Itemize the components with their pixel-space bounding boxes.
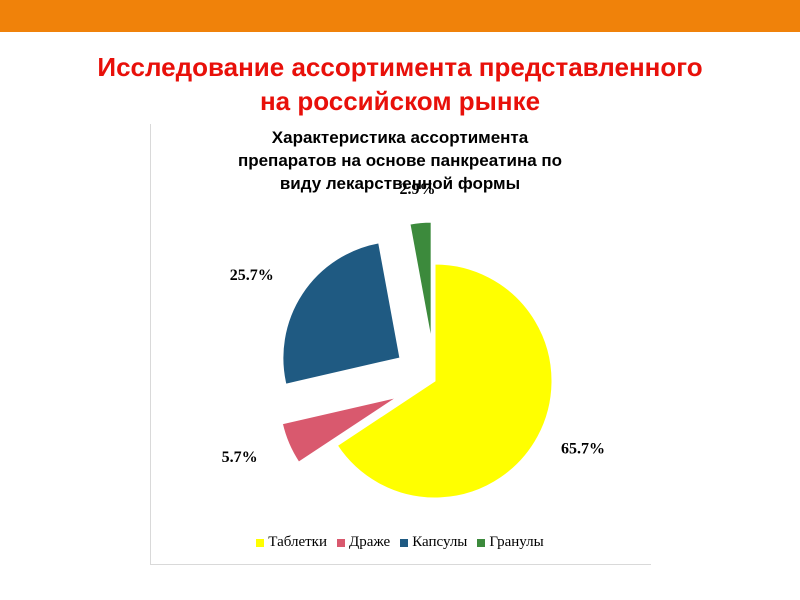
legend-item-capsules: Капсулы <box>400 534 467 551</box>
legend-swatch-dragee <box>337 538 345 547</box>
pie-slice-tablets <box>336 263 553 499</box>
chart-area <box>150 124 651 565</box>
data-label-capsules: 25.7% <box>230 267 274 284</box>
legend-item-dragee: Драже <box>337 534 390 551</box>
legend-swatch-tablets <box>256 538 265 547</box>
legend-label-capsules: Капсулы <box>412 534 468 550</box>
legend-label-tablets: Таблетки <box>268 534 327 550</box>
slide-title-line-2: на российском рынке <box>259 86 541 116</box>
data-label-dragee: 5.7% <box>222 449 258 466</box>
legend-label-granules: Гранулы <box>489 534 544 550</box>
data-label-granules: 2.9% <box>399 181 435 198</box>
pie-slice-granules <box>409 221 432 340</box>
chart-title: Характеристика ассортимента препаратов н… <box>150 126 650 195</box>
chart-title-line-3: виду лекарственной формы <box>279 174 521 193</box>
pie-slice-dragee <box>281 397 397 463</box>
slide-title: Исследование ассортимента представленног… <box>0 50 800 118</box>
legend-label-dragee: Драже <box>349 534 391 550</box>
chart-title-line-2: препаратов на основе панкреатина по <box>237 151 563 170</box>
top-accent-bar <box>0 0 800 32</box>
legend-item-tablets: Таблетки <box>256 534 327 551</box>
slide-title-line-1: Исследование ассортимента представленног… <box>97 52 703 82</box>
pie-slice-capsules <box>282 242 401 385</box>
legend-item-granules: Гранулы <box>477 534 544 551</box>
chart-title-line-1: Характеристика ассортимента <box>271 128 529 147</box>
chart-legend: Таблетки Драже Капсулы Гранулы <box>150 534 650 551</box>
data-label-tablets: 65.7% <box>561 441 605 458</box>
legend-swatch-capsules <box>400 538 409 547</box>
legend-swatch-granules <box>477 538 486 547</box>
